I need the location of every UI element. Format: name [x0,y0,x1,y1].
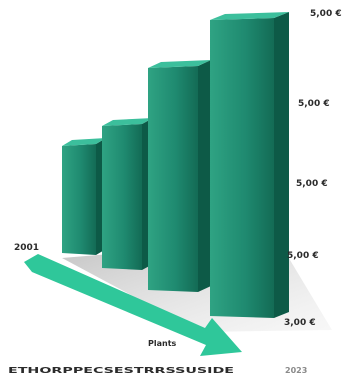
footer-right: 2023 [285,366,307,375]
trend-arrow [24,254,242,356]
bar-front [102,124,142,270]
bar-side [198,60,211,292]
bars [62,12,289,318]
tick-label: 5,00 € [287,251,319,261]
bar-top [102,118,153,126]
tick-label: 5,00 € [310,9,342,19]
bar-front [148,66,198,292]
bar [102,118,153,270]
bar-side [274,12,289,318]
tick-label: 5,00 € [296,179,328,189]
footer-text: ETHORPPECSESTRRSSUSIDE [8,366,234,375]
corner-label: 2001 [14,243,39,253]
tick-label: 5,00 € [298,99,330,109]
arrow-label: Plants [148,339,177,348]
bar-top [210,12,289,20]
bar-front [210,18,274,318]
bar-front [62,144,96,255]
bar [148,60,211,292]
tick-label: 3,00 € [284,318,316,328]
bar [210,12,289,318]
bar-top [62,138,106,146]
bar [62,138,106,255]
bar-top [148,60,211,68]
